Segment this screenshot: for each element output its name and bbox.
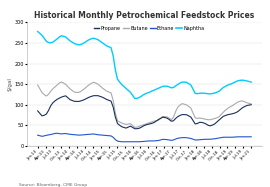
Title: Historical Monthly Petrochemical Feedstock Prices: Historical Monthly Petrochemical Feedsto… xyxy=(34,11,255,20)
Y-axis label: $/gal: $/gal xyxy=(8,77,13,91)
Text: Source: Bloomberg, CME Group: Source: Bloomberg, CME Group xyxy=(19,183,87,187)
Legend: Propane, Butane, Ethane, Naphtha: Propane, Butane, Ethane, Naphtha xyxy=(92,24,207,33)
